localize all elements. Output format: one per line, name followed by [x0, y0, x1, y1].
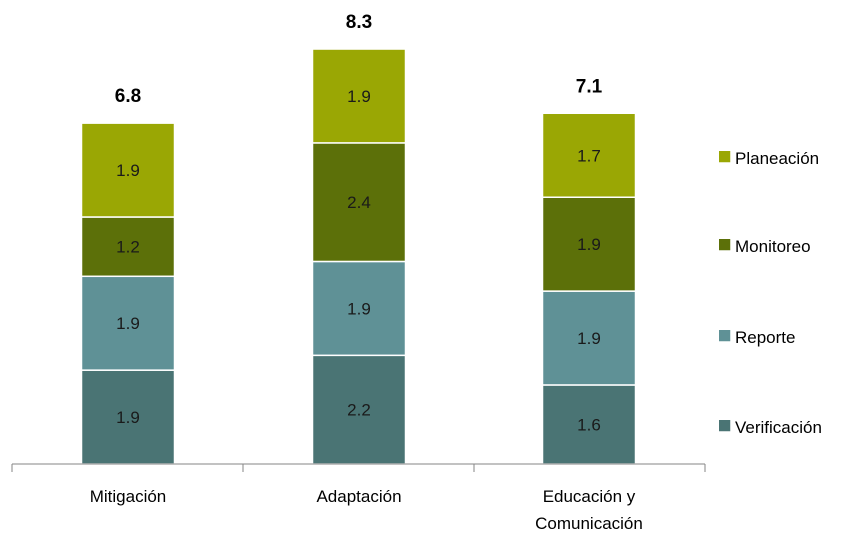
- data-label-mitigacion-monitoreo: 1.2: [116, 238, 140, 257]
- data-label-educacion-y-comunicacion-planeacion: 1.7: [577, 146, 601, 165]
- legend-label-verificacion: Verificación: [735, 418, 822, 437]
- data-label-adaptacion-monitoreo: 2.4: [347, 193, 371, 212]
- legend-label-monitoreo: Monitoreo: [735, 237, 811, 256]
- bar-segment-mitigacion-verificacion: [80, 369, 176, 465]
- bar-segment-mitigacion-planeacion: [80, 122, 176, 218]
- bar-segment-educacion-y-comunicacion-monitoreo: [541, 196, 637, 292]
- total-label-adaptacion: 8.3: [346, 12, 372, 33]
- legend-label-reporte: Reporte: [735, 328, 795, 347]
- bars-group: 1.9 1.9 1.2 1.9 6.8 2.2 1.9 2.4 1.9 8.3 1.6 1.9 1.9 1…: [80, 12, 637, 465]
- bar-segment-adaptacion-planeacion: [311, 48, 407, 144]
- bar-segment-educacion-y-comunicacion-reporte: [541, 290, 637, 386]
- legend-label-planeacion: Planeación: [735, 149, 819, 168]
- data-label-mitigacion-planeacion: 1.9: [116, 161, 140, 180]
- total-label-mitigacion: 6.8: [115, 86, 141, 107]
- category-label-educacion-y-comunicacion: Educación y: [543, 487, 636, 506]
- legend-swatch-planeacion: [719, 151, 731, 163]
- bar-segment-educacion-y-comunicacion-planeacion: [541, 112, 637, 198]
- legend-swatch-reporte: [719, 330, 731, 342]
- category-label-mitigacion: Mitigación: [90, 487, 167, 506]
- total-label-educacion-y-comunicacion: 7.1: [576, 76, 603, 97]
- bar-segment-adaptacion-monitoreo: [311, 142, 407, 263]
- data-label-educacion-y-comunicacion-reporte: 1.9: [577, 329, 601, 348]
- data-label-educacion-y-comunicacion-monitoreo: 1.9: [577, 235, 601, 254]
- data-label-mitigacion-reporte: 1.9: [116, 314, 140, 333]
- bar-segment-adaptacion-reporte: [311, 260, 407, 357]
- legend-swatch-monitoreo: [719, 239, 731, 251]
- x-axis: Mitigación Adaptación Educación y Comunicac…: [11, 463, 706, 533]
- data-label-adaptacion-verificacion: 2.2: [347, 401, 371, 420]
- data-label-adaptacion-planeacion: 1.9: [347, 87, 371, 106]
- data-label-educacion-y-comunicacion-verificacion: 1.6: [577, 415, 601, 434]
- legend: Planeación Monitoreo Reporte Verificación: [719, 149, 822, 437]
- data-label-mitigacion-verificacion: 1.9: [116, 408, 140, 427]
- category-label-adaptacion: Adaptación: [316, 487, 401, 506]
- data-label-adaptacion-reporte: 1.9: [347, 299, 371, 318]
- bar-segment-mitigacion-reporte: [80, 275, 176, 371]
- legend-swatch-verificacion: [719, 420, 731, 432]
- category-label-educacion-y-comunicacion: Comunicación: [535, 514, 643, 533]
